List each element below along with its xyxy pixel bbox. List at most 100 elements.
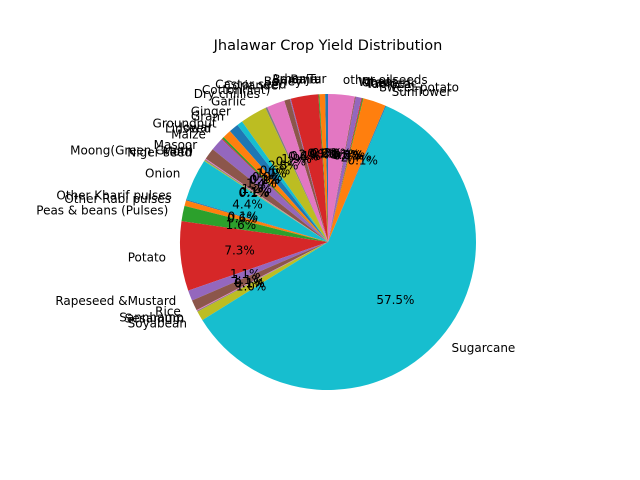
percent-label-peas-beans-pulses: 1.6% [226, 218, 257, 232]
pie-slice-ginger [237, 121, 328, 242]
pie-slice-groundnut [223, 131, 328, 242]
percent-label-maize: 1.4% [246, 176, 277, 190]
percent-label-urad: 0.6% [331, 148, 362, 162]
chart-title: Jhalawar Crop Yield Distribution [213, 38, 443, 54]
category-label-urad: Urad [362, 76, 391, 90]
percent-label-barley: 2.9% [299, 147, 330, 161]
percent-label-sugarcane: 57.5% [376, 293, 414, 307]
pie-slice-turmeric [328, 97, 363, 242]
pie-slices [180, 94, 477, 391]
category-label-rapeseed-mustard: Rapeseed &Mustard [55, 294, 176, 308]
category-label-wheat: Wheat [358, 75, 397, 89]
percent-label-linseed: 0.1% [249, 173, 280, 187]
pie-slice-banana [318, 94, 328, 242]
percent-label-arhar-tur: 0.3% [312, 146, 343, 160]
pie-slice-maize [212, 139, 328, 242]
pie-slice-moth [204, 159, 328, 242]
percent-label-sannhamp: 0.1% [234, 276, 265, 290]
pie-slice-rice [192, 242, 328, 311]
category-label-masoor: Masoor [154, 138, 198, 152]
category-label-coriander: Coriander [224, 79, 283, 93]
pie-slice-niger-seed [204, 160, 328, 242]
percent-label-other-rabi-pulses: 0.6% [227, 212, 258, 226]
category-label-moth: Moth [163, 145, 193, 159]
pie-slice-potato [180, 221, 328, 291]
pie-slice-soyabean [197, 242, 328, 321]
pie-slice-moong-green-gram [205, 158, 328, 242]
category-label-soyabean: Soyabean [128, 316, 187, 330]
pie-slice-wheat [328, 96, 356, 243]
pie-slice-peas-beans-pulses [181, 205, 328, 242]
category-label-other-oilseeds: other oilseeds [343, 73, 428, 87]
percent-label-masoor: 1.2% [241, 182, 272, 196]
pie-slice-gram [229, 124, 328, 242]
pie-slice-sunflower [328, 105, 387, 242]
pie-slice-other-oilseeds [328, 94, 355, 242]
percent-labels: 0.3%0.6%0.1%2.9%0.1%0.6%1.9%0.2%2.8%0.6%… [224, 146, 414, 307]
pie-slice-sugarcane [202, 105, 477, 391]
percent-label-moth: 0.1% [239, 186, 270, 200]
pie-slice-coriander [284, 99, 328, 242]
category-label-arhar-tur: Arhar/Tur [271, 72, 326, 86]
percent-label-gram: 1.0% [256, 167, 287, 181]
category-label-sunflower: Sunflower [392, 85, 452, 99]
category-label-potato: Potato [128, 251, 166, 265]
percent-label-turmeric: 0.1% [333, 149, 364, 163]
pie-slice-sesamum [197, 242, 328, 312]
percent-label-sesamum: 0.1% [234, 277, 265, 291]
pie-slice-garlic [242, 107, 328, 242]
category-label-rice: Rice [155, 305, 181, 319]
percent-label-sweet-potato: 2.4% [341, 151, 372, 165]
category-label-other-kharif-pulses: Other Kharif pulses [56, 189, 171, 203]
percent-label-ginger: 0.6% [260, 164, 291, 178]
percent-label-sunflower: 0.1% [347, 153, 378, 167]
pie-slice-linseed [221, 138, 328, 242]
pie-slice-sweet-potato [328, 98, 386, 242]
category-label-sugarcane: Sugarcane [452, 341, 516, 355]
percent-label-jowar: 0.2% [250, 173, 281, 187]
percent-label-bajra: 0.6% [309, 146, 340, 160]
percent-label-rice: 1.1% [232, 273, 263, 287]
percent-label-soyabean: 1.0% [236, 279, 267, 293]
category-label-sannhamp: Sannhamp [119, 310, 183, 324]
category-label-castor-seed: Castor seed [215, 78, 286, 92]
percent-label-rapeseed-mustard: 1.1% [230, 267, 261, 281]
category-label-dry-chillies: Dry chillies [194, 87, 260, 101]
percent-label-dry-chillies: 0.2% [276, 154, 307, 168]
category-label-banana: Banana [272, 73, 318, 87]
category-label-barley: Barley [264, 74, 302, 88]
pie-slice-barley [290, 94, 328, 242]
percent-label-onion: 4.4% [232, 198, 263, 212]
category-label-bajra: Bajra [290, 72, 321, 86]
pie-slice-arhar-tur [325, 94, 328, 242]
percent-label-niger-seed: 0.1% [239, 186, 270, 200]
category-label-cotton-lint: Cotton(lint) [202, 83, 270, 97]
percent-label-potato: 7.3% [224, 244, 255, 258]
pie-slice-urad [328, 96, 362, 242]
category-label-ginger: Ginger [191, 104, 231, 118]
percent-label-cotton-lint: 1.9% [281, 152, 312, 166]
category-label-peas-beans-pulses: Peas & beans (Pulses) [36, 204, 168, 218]
category-label-groundnut: Groundnut [153, 116, 217, 130]
percent-label-banana: 0.1% [307, 146, 338, 160]
pie-slice-masoor [205, 149, 328, 242]
pie-slice-cotton-lint [267, 100, 328, 243]
category-label-sesamum: Sesamum [125, 311, 185, 325]
pie-slice-dry-chillies [265, 107, 328, 242]
percent-label-coriander: 0.6% [288, 150, 319, 164]
category-label-other-rabi-pulses: Other Rabi pulses [64, 192, 171, 206]
pie-slice-tapioca [328, 98, 364, 242]
pie-slice-bajra [319, 94, 328, 242]
category-label-garlic: Garlic [211, 94, 246, 108]
percent-label-castor-seed: 0.1% [290, 149, 321, 163]
pie-slice-onion [186, 161, 328, 242]
category-label-tapioca: Tapioca [365, 77, 411, 91]
percent-label-moong-green-gram: 0.1% [239, 185, 270, 199]
percent-label-garlic: 2.8% [268, 158, 299, 172]
category-label-maize: Maize [171, 127, 206, 141]
category-label-onion: Onion [145, 166, 180, 180]
pie-slice-sannhamp [196, 242, 328, 311]
category-label-linseed: Linseed [165, 122, 211, 136]
